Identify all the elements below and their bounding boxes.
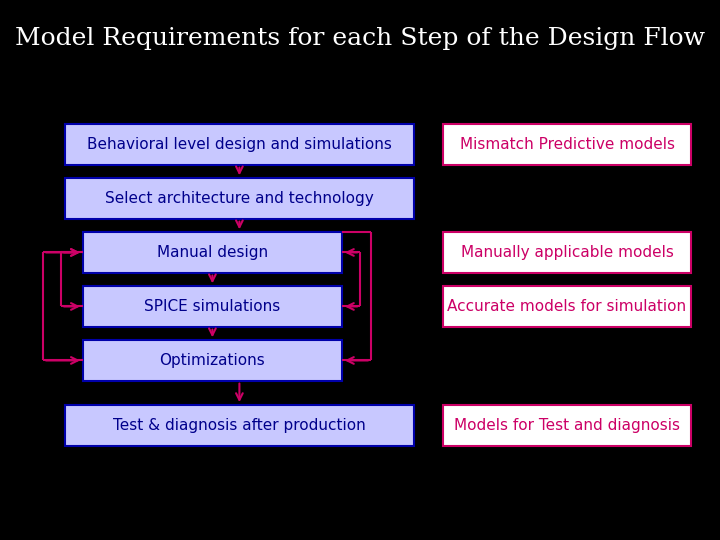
FancyBboxPatch shape <box>83 286 342 327</box>
Text: Test & diagnosis after production: Test & diagnosis after production <box>113 418 366 433</box>
Text: Behavioral level design and simulations: Behavioral level design and simulations <box>87 137 392 152</box>
Text: Models for Test and diagnosis: Models for Test and diagnosis <box>454 418 680 433</box>
Text: Mismatch Predictive models: Mismatch Predictive models <box>459 137 675 152</box>
FancyBboxPatch shape <box>83 340 342 381</box>
Text: Manually applicable models: Manually applicable models <box>461 245 673 260</box>
Text: Accurate models for simulation: Accurate models for simulation <box>447 299 687 314</box>
FancyBboxPatch shape <box>443 232 691 273</box>
FancyBboxPatch shape <box>443 286 691 327</box>
FancyBboxPatch shape <box>65 405 414 446</box>
Text: Select architecture and technology: Select architecture and technology <box>105 191 374 206</box>
FancyBboxPatch shape <box>443 405 691 446</box>
Text: Optimizations: Optimizations <box>160 353 265 368</box>
FancyBboxPatch shape <box>443 124 691 165</box>
Text: Manual design: Manual design <box>157 245 268 260</box>
FancyBboxPatch shape <box>65 178 414 219</box>
Text: Model Requirements for each Step of the Design Flow: Model Requirements for each Step of the … <box>15 27 705 50</box>
Text: SPICE simulations: SPICE simulations <box>144 299 281 314</box>
FancyBboxPatch shape <box>83 232 342 273</box>
FancyBboxPatch shape <box>65 124 414 165</box>
